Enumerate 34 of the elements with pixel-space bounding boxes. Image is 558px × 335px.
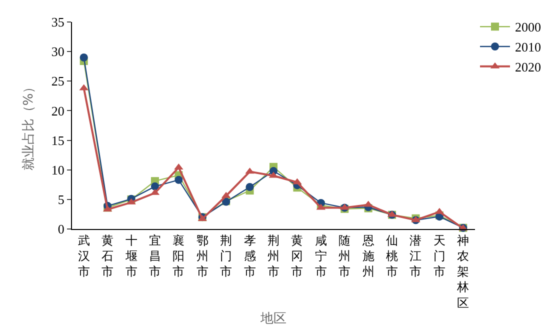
x-tick-label: 黄冈市 bbox=[291, 233, 304, 279]
legend-label: 2000 bbox=[515, 20, 541, 35]
y-tick-label: 25 bbox=[51, 74, 64, 89]
x-tick-label: 黄石市 bbox=[102, 233, 114, 279]
x-tick-label: 咸宁市 bbox=[314, 233, 327, 279]
x-axis-title: 地区 bbox=[260, 311, 286, 326]
point bbox=[150, 182, 159, 190]
point bbox=[80, 53, 88, 62]
y-tick-label: 5 bbox=[58, 192, 64, 207]
y-tick-label: 20 bbox=[51, 103, 64, 118]
legend-label: 2020 bbox=[515, 59, 541, 74]
x-tick-label: 荆门市 bbox=[220, 233, 232, 279]
x-tick-label: 潜江市 bbox=[410, 233, 422, 279]
x-tick-label: 宜昌市 bbox=[148, 233, 161, 279]
y-tick-label: 15 bbox=[51, 132, 64, 148]
x-tick-label: 武汉市 bbox=[78, 233, 90, 279]
x-tick-label: 孝感市 bbox=[244, 233, 256, 279]
x-tick-label: 鄂州市 bbox=[196, 233, 208, 279]
point bbox=[246, 183, 254, 192]
x-tick-label: 恩施州 bbox=[361, 233, 374, 279]
x-tick-label: 随州市 bbox=[338, 233, 351, 279]
x-tick-label: 荆州市 bbox=[268, 233, 280, 279]
legend-label: 2010 bbox=[515, 40, 541, 55]
x-tick-label: 仙桃市 bbox=[386, 233, 398, 279]
x-tick-label: 襄阳市 bbox=[172, 233, 185, 279]
y-tick-label: 35 bbox=[51, 14, 64, 30]
y-tick-label: 10 bbox=[51, 162, 64, 178]
x-tick-label: 天门市 bbox=[433, 233, 446, 279]
y-tick-label: 0 bbox=[58, 222, 64, 237]
y-tick-label: 30 bbox=[51, 44, 64, 60]
y-axis-title: 就业占比（%） bbox=[21, 80, 36, 171]
x-tick-label: 神农架林区 bbox=[456, 233, 470, 310]
point bbox=[174, 176, 183, 184]
x-tick-label: 十堰市 bbox=[124, 233, 138, 279]
